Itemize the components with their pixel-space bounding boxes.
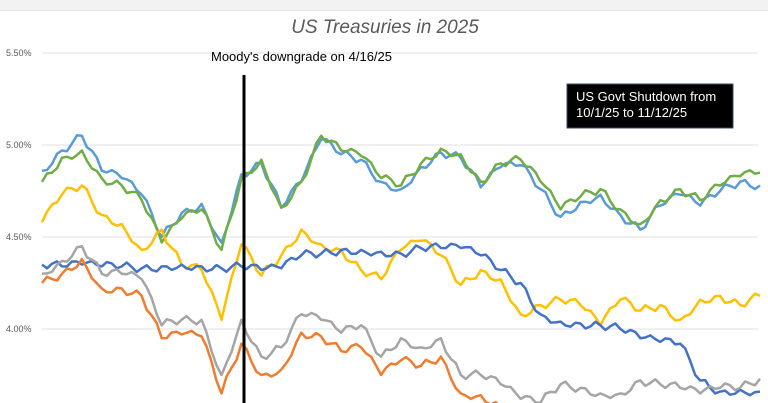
y-tick-label: 5.50% [6, 48, 32, 58]
shutdown-annotation-box [566, 83, 734, 129]
series-line-0 [41, 134, 761, 244]
series-line-1 [40, 134, 761, 252]
downgrade-annotation: Moody's downgrade on 4/16/25 [211, 49, 392, 64]
shutdown-annotation-line2: 10/1/25 to 11/12/25 [576, 105, 687, 120]
y-tick-label: 5.00% [6, 140, 32, 150]
y-tick-label: 4.50% [6, 232, 32, 242]
gridlines [42, 52, 758, 330]
series-line-4 [41, 244, 761, 403]
series-line-3 [41, 242, 761, 397]
series-line-2 [40, 184, 761, 327]
shutdown-annotation-line1: US Govt Shutdown from [576, 89, 716, 104]
series-line-5 [41, 257, 499, 403]
window-top-band [0, 0, 768, 11]
series-lines [40, 134, 761, 403]
chart-title: US Treasuries in 2025 [291, 17, 479, 38]
y-axis-ticks: 5.50% 5.00% 4.50% 4.00% [6, 48, 32, 334]
y-tick-label: 4.00% [6, 324, 32, 334]
